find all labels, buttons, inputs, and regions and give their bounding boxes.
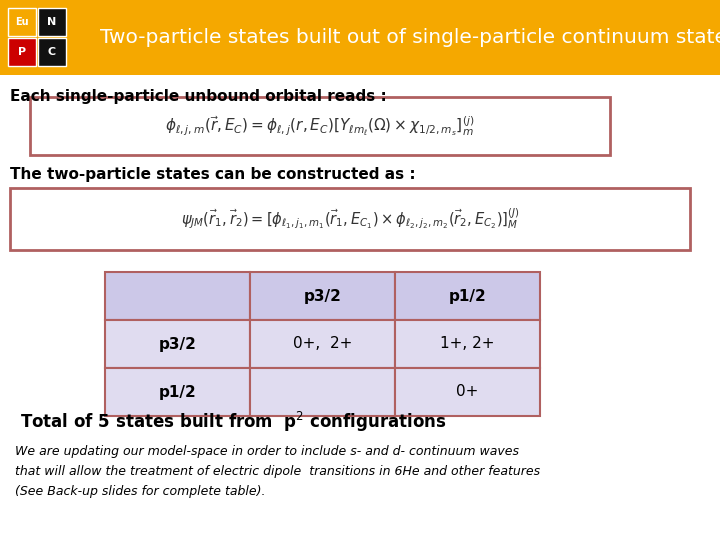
Text: Total of 5 states built from  p$^2$ configurations: Total of 5 states built from p$^2$ confi…	[20, 410, 447, 434]
Text: P: P	[18, 47, 26, 57]
Bar	[38, 38, 66, 66]
Text: p3/2: p3/2	[304, 288, 341, 303]
Bar	[8, 8, 36, 36]
Text: 1+, 2+: 1+, 2+	[440, 336, 495, 352]
Text: Each single-particle unbound orbital reads :: Each single-particle unbound orbital rea…	[10, 90, 387, 105]
Text: We are updating our model-space in order to include s- and d- continuum waves
th: We are updating our model-space in order…	[15, 446, 540, 498]
Text: Eu: Eu	[15, 17, 29, 27]
Bar	[105, 320, 250, 368]
Text: 0+,  2+: 0+, 2+	[293, 336, 352, 352]
Bar	[30, 97, 610, 155]
Bar	[395, 368, 540, 416]
Bar	[105, 272, 250, 320]
Bar	[395, 320, 540, 368]
Text: p1/2: p1/2	[449, 288, 487, 303]
Bar	[0, 0, 720, 75]
Bar	[395, 272, 540, 320]
Text: C: C	[48, 47, 56, 57]
Bar	[105, 368, 250, 416]
Text: $\psi_{JM}(\vec{r}_1, \vec{r}_2) = [\phi_{\ell_1,j_1,m_1}(\vec{r}_1, E_{C_1}) \t: $\psi_{JM}(\vec{r}_1, \vec{r}_2) = [\phi…	[181, 207, 519, 232]
Text: 0+: 0+	[456, 384, 479, 400]
Text: p3/2: p3/2	[158, 336, 197, 352]
Bar	[10, 188, 690, 250]
Bar	[38, 8, 66, 36]
Bar	[250, 368, 395, 416]
Bar	[8, 38, 36, 66]
Bar	[250, 320, 395, 368]
Text: p1/2: p1/2	[158, 384, 197, 400]
Bar	[250, 272, 395, 320]
Text: Two-particle states built out of single-particle continuum states: Two-particle states built out of single-…	[100, 28, 720, 47]
Text: The two-particle states can be constructed as :: The two-particle states can be construct…	[10, 167, 415, 183]
Text: N: N	[48, 17, 57, 27]
Text: $\phi_{\ell,j,m}(\vec{r}, E_C) = \phi_{\ell,j}(r, E_C)[Y_{\ell m_\ell}(\Omega) \: $\phi_{\ell,j,m}(\vec{r}, E_C) = \phi_{\…	[166, 114, 474, 138]
